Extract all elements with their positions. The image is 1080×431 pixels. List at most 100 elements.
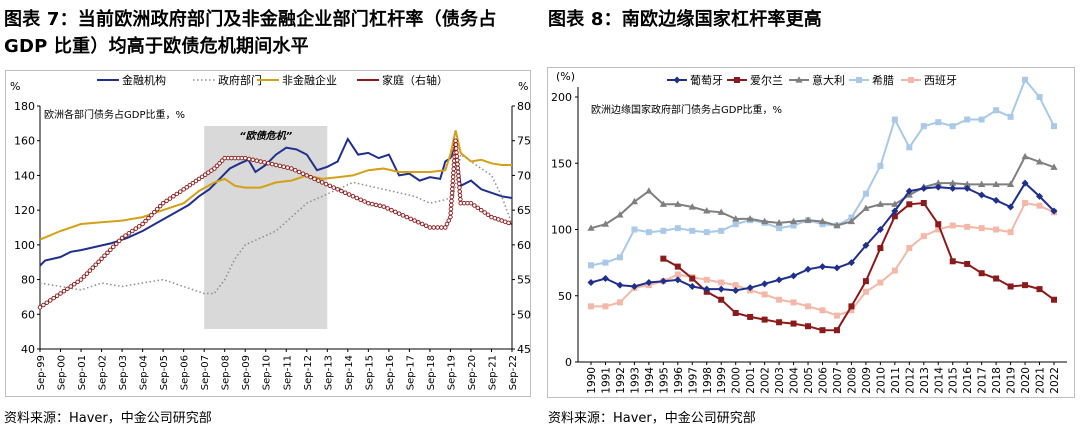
legend-marker-意大利 xyxy=(795,76,803,83)
series-marker xyxy=(140,221,145,227)
series-marker xyxy=(506,220,511,226)
series-marker xyxy=(281,164,286,169)
series-marker xyxy=(174,191,180,197)
series-marker xyxy=(346,192,352,197)
series-point-葡萄牙 xyxy=(732,286,740,294)
x-tick-label: Sep-16 xyxy=(385,355,396,390)
y-tick-label-right: 65 xyxy=(517,204,531,217)
series-marker xyxy=(116,238,122,244)
series-marker xyxy=(366,200,371,206)
x-tick-label: Sep-12 xyxy=(303,355,314,390)
x-tick-label: 2012 xyxy=(904,367,916,394)
x-tick-label: 2003 xyxy=(774,367,786,394)
series-point-希腊 xyxy=(1007,113,1014,120)
series-marker xyxy=(446,218,451,223)
series-marker xyxy=(457,193,463,198)
series-point-意大利 xyxy=(746,215,754,222)
series-point-葡萄牙 xyxy=(934,183,942,191)
series-marker xyxy=(81,274,87,279)
series-point-葡萄牙 xyxy=(804,265,812,273)
figure8-title: 图表 8：南欧边缘国家杠杆率更高 xyxy=(548,9,822,30)
y-tick-label-left: 180 xyxy=(14,100,35,113)
legend-label: 政府部门 xyxy=(218,73,262,87)
series-marker xyxy=(157,203,163,209)
y-tick-label: 150 xyxy=(551,157,572,170)
x-tick-label: Sep-01 xyxy=(77,355,88,390)
series-marker xyxy=(449,190,455,196)
series-point-葡萄牙 xyxy=(659,277,667,285)
series-marker xyxy=(308,174,313,180)
series-marker xyxy=(133,226,139,231)
series-marker xyxy=(246,156,252,162)
series-point-意大利 xyxy=(789,217,798,225)
series-marker xyxy=(136,224,142,229)
series-point-意大利 xyxy=(847,217,856,225)
series-marker xyxy=(419,221,425,227)
x-tick-label: Sep-10 xyxy=(262,355,273,390)
series-line-爱尔兰 xyxy=(662,201,1055,332)
series-point-葡萄牙 xyxy=(688,282,696,290)
series-marker xyxy=(485,212,491,218)
series-marker xyxy=(61,288,67,294)
x-tick-label: Sep-09 xyxy=(241,355,252,390)
x-tick-label: Sep-14 xyxy=(344,355,355,390)
series-marker xyxy=(454,154,460,159)
x-tick-label: 2016 xyxy=(962,367,974,394)
series-point-葡萄牙 xyxy=(601,275,609,283)
y-unit-right: % xyxy=(518,80,528,93)
y-unit-left: % xyxy=(10,80,20,93)
series-marker xyxy=(453,138,458,143)
series-point-希腊 xyxy=(616,254,623,261)
series-point-意大利 xyxy=(1050,163,1058,170)
y-tick-label-left: 40 xyxy=(21,343,35,356)
x-tick-label: Sep-04 xyxy=(139,355,150,390)
x-tick-label: Sep-11 xyxy=(282,355,293,390)
series-marker xyxy=(149,212,154,218)
x-tick-label: Sep-22 xyxy=(508,355,519,390)
x-tick-label: 2006 xyxy=(818,367,830,394)
series-marker xyxy=(289,166,294,171)
series-marker xyxy=(48,298,53,303)
series-point-葡萄牙 xyxy=(1050,207,1058,215)
series-point-希腊 xyxy=(848,214,855,221)
series-point-意大利 xyxy=(1006,180,1015,188)
series-marker xyxy=(119,235,125,241)
x-tick-label: 2002 xyxy=(760,367,772,394)
y-tick-label-left: 80 xyxy=(21,274,35,287)
series-point-希腊 xyxy=(964,116,971,123)
series-point-爱尔兰 xyxy=(689,275,696,282)
legend-label: 非金融企业 xyxy=(282,73,337,87)
chart7-subtitle: 欧洲各部门债务占GDP比重，% xyxy=(44,108,185,121)
series-marker xyxy=(454,157,460,163)
x-tick-label: 2021 xyxy=(1035,367,1047,394)
series-marker xyxy=(451,166,456,172)
series-point-希腊 xyxy=(732,221,739,228)
y-tick-label-right: 60 xyxy=(517,239,531,252)
series-marker xyxy=(90,265,96,270)
series-marker xyxy=(451,170,456,176)
series-marker xyxy=(277,163,283,169)
series-marker xyxy=(443,225,448,230)
series-marker xyxy=(456,177,462,183)
series-marker xyxy=(78,277,84,282)
y-tick-label-left: 140 xyxy=(14,169,35,182)
legend-label: 金融机构 xyxy=(122,73,166,87)
series-point-意大利 xyxy=(703,207,711,214)
series-marker xyxy=(152,209,157,215)
chart8-frame xyxy=(547,67,1075,398)
series-marker xyxy=(190,180,196,186)
x-tick-label: 2015 xyxy=(948,367,960,394)
series-point-意大利 xyxy=(891,200,899,207)
series-point-西班牙 xyxy=(761,291,768,298)
series-marker xyxy=(393,209,398,215)
y-tick-label: 0 xyxy=(565,356,572,369)
series-point-葡萄牙 xyxy=(862,241,870,249)
x-tick-label: 2020 xyxy=(1020,367,1032,394)
series-point-意大利 xyxy=(630,197,639,205)
series-marker xyxy=(450,178,456,184)
y-unit: (%) xyxy=(556,70,575,83)
series-point-西班牙 xyxy=(1007,229,1014,236)
series-marker xyxy=(408,216,413,222)
series-point-爱尔兰 xyxy=(833,327,840,334)
series-point-爱尔兰 xyxy=(761,316,768,323)
